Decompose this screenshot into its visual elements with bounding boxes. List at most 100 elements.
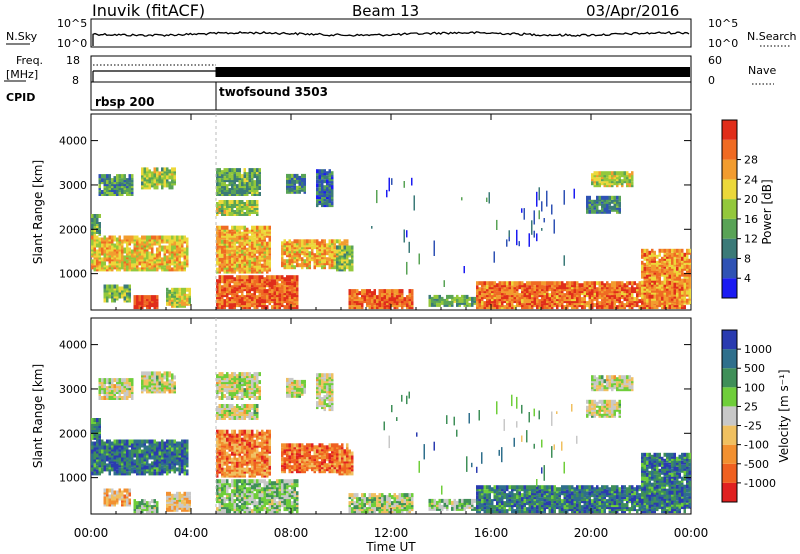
heatmap-cell [221, 275, 224, 280]
heatmap-cell [608, 205, 611, 210]
heatmap-cell [143, 235, 146, 240]
heatmap-cell [503, 305, 506, 310]
heatmap-cell [171, 239, 174, 244]
heatmap-cell [606, 171, 609, 176]
heatmap-cell [251, 275, 254, 280]
heatmap-cell [316, 179, 319, 184]
heatmap-cell [146, 173, 149, 178]
heatmap-cell [376, 295, 379, 300]
heatmap-cell [313, 239, 316, 244]
heatmap-cell [631, 181, 634, 186]
heatmap-cell [218, 249, 221, 254]
heatmap-cell [393, 293, 396, 298]
heatmap-cell [103, 455, 106, 460]
heatmap-cell [118, 192, 121, 196]
heatmap-cell [363, 289, 366, 294]
heatmap-cell [253, 275, 256, 280]
heatmap-cell [583, 305, 586, 310]
heatmap-cell [508, 230, 510, 237]
heatmap-cell [171, 255, 174, 260]
heatmap-cell [321, 169, 324, 174]
heatmap-cell [328, 203, 331, 208]
heatmap-cell [578, 293, 581, 298]
heatmap-cell [643, 294, 646, 299]
heatmap-cell [573, 293, 576, 298]
heatmap-cell [261, 267, 264, 272]
heatmap-cell [648, 256, 651, 261]
heatmap-cell [301, 173, 304, 178]
heatmap-cell [243, 174, 246, 179]
heatmap-cell [131, 439, 134, 444]
heatmap-cell [613, 171, 616, 176]
heatmap-cell [593, 171, 596, 176]
heatmap-cell [218, 168, 221, 173]
heatmap-cell [288, 239, 291, 244]
heatmap-cell [278, 297, 281, 302]
heatmap-cell [91, 235, 94, 240]
heatmap-cell [558, 303, 561, 308]
heatmap-cell [178, 291, 181, 296]
heatmap-cell [281, 261, 284, 266]
heatmap-cell [158, 171, 161, 176]
heatmap-cell [541, 291, 544, 296]
heatmap-cell [121, 188, 124, 192]
heatmap-cell [258, 253, 261, 258]
heatmap-cell [288, 305, 291, 310]
heatmap-cell [123, 439, 126, 444]
heatmap-cell [226, 275, 229, 280]
heatmap-cell [226, 174, 229, 179]
heatmap-cell [656, 288, 659, 293]
heatmap-cell [98, 461, 101, 466]
heatmap-cell [241, 188, 244, 192]
heatmap-cell [486, 197, 488, 202]
heatmap-cell [131, 457, 134, 462]
heatmap-cell [241, 174, 244, 179]
heatmap-cell [311, 253, 314, 258]
heatmap-cell [141, 251, 144, 256]
heatmap-cell [166, 291, 169, 296]
heatmap-cell [401, 289, 404, 294]
heatmap-cell [126, 439, 129, 444]
heatmap-cell [186, 251, 189, 256]
heatmap-cell [121, 245, 124, 250]
heatmap-cell [608, 195, 611, 200]
heatmap-cell [451, 294, 454, 299]
heatmap-cell [106, 186, 109, 190]
heatmap-cell [136, 449, 139, 454]
heatmap-cell [216, 279, 219, 284]
heatmap-cell [323, 185, 326, 190]
heatmap-cell [476, 285, 479, 290]
heatmap-cell [106, 463, 109, 468]
heatmap-cell [606, 177, 609, 182]
heatmap-cell [683, 278, 686, 283]
heatmap-cell [228, 265, 231, 270]
heatmap-cell [296, 253, 299, 258]
heatmap-cell [678, 248, 681, 253]
heatmap-cell [526, 305, 529, 310]
heatmap-cell [258, 225, 261, 230]
heatmap-cell [126, 192, 129, 196]
heatmap-cell [241, 249, 244, 254]
heatmap-cell [296, 239, 299, 244]
heatmap-cell [161, 245, 164, 250]
heatmap-cell [171, 447, 174, 452]
heatmap-cell [233, 200, 236, 204]
heatmap-cell [671, 270, 674, 275]
heatmap-cell [253, 305, 256, 310]
heatmap-cell [321, 253, 324, 258]
heatmap-cell [661, 256, 664, 261]
heatmap-cell [563, 305, 566, 310]
heatmap-cell [148, 251, 151, 256]
heatmap-cell [681, 272, 684, 277]
heatmap-cell [246, 172, 249, 177]
heatmap-cell [163, 267, 166, 272]
freq-tick-bottom: 8 [72, 74, 79, 87]
heatmap-cell [483, 287, 486, 292]
heatmap-cell [551, 204, 553, 215]
heatmap-cell [271, 275, 274, 280]
heatmap-cell [251, 287, 254, 292]
heatmap-cell [618, 195, 621, 200]
heatmap-cell [253, 253, 256, 258]
heatmap-cell [326, 179, 329, 184]
heatmap-cell [661, 268, 664, 273]
